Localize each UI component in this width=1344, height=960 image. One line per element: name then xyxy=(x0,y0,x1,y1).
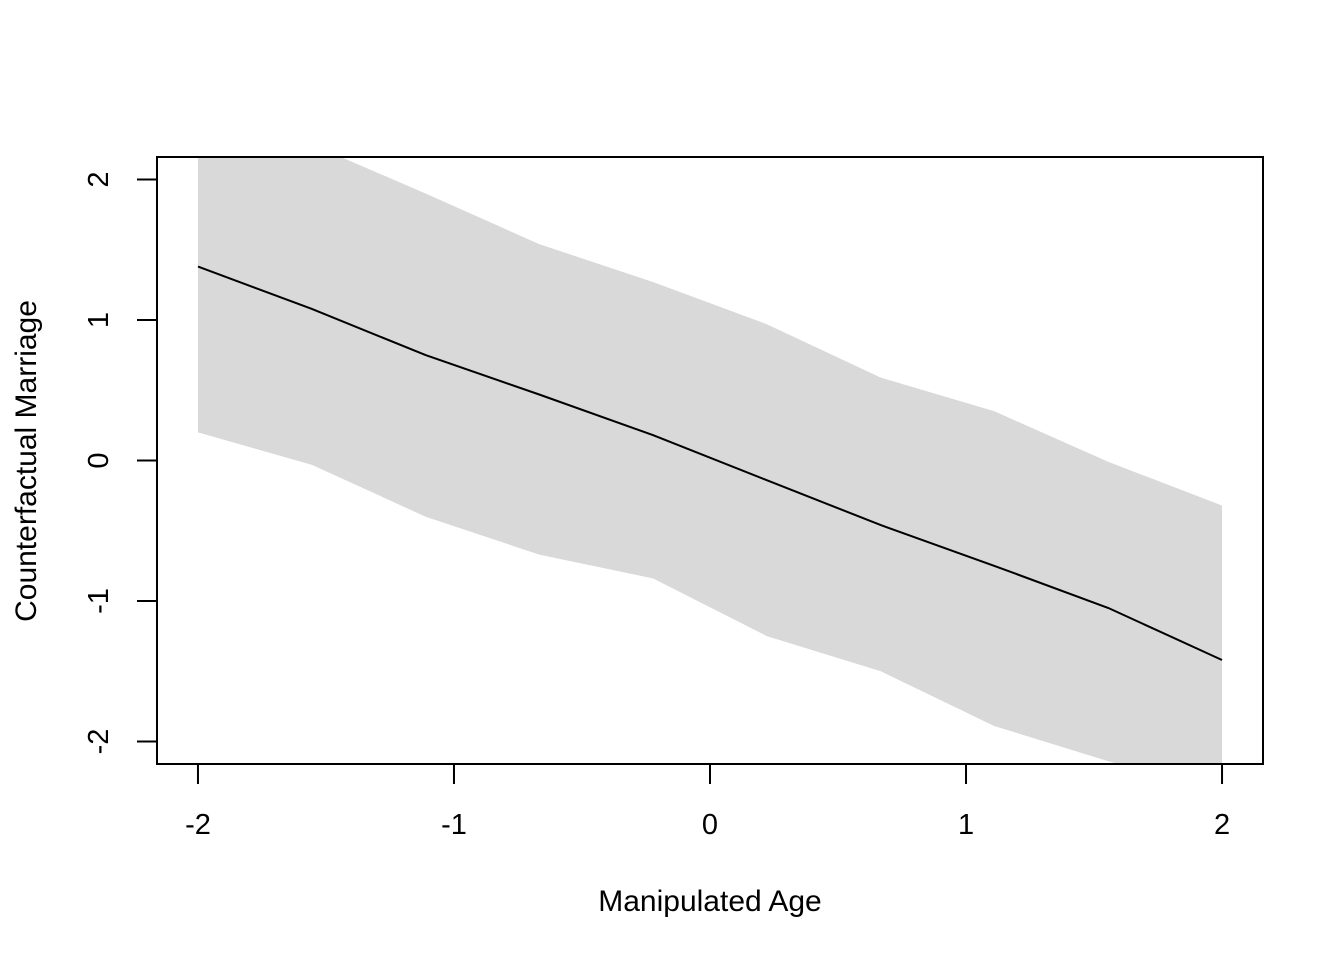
y-tick-label: 1 xyxy=(83,312,115,328)
x-axis: -2 -1 0 1 2 xyxy=(185,763,1230,841)
x-tick-label: 2 xyxy=(1214,809,1230,841)
series-line-0 xyxy=(197,265,1223,661)
x-tick-label: -1 xyxy=(441,809,467,841)
series-line-layer xyxy=(197,265,1223,661)
y-tick-label: 0 xyxy=(83,452,115,468)
y-axis-title: Counterfactual Marriage xyxy=(10,300,43,622)
x-tick-label: -2 xyxy=(185,809,211,841)
x-tick-label: 0 xyxy=(702,809,718,841)
y-tick-label: 2 xyxy=(83,171,115,187)
interval-band xyxy=(198,157,1222,764)
x-axis-title: Manipulated Age xyxy=(598,885,822,918)
y-axis: -2 -1 0 1 2 xyxy=(83,171,158,755)
x-tick-label: 1 xyxy=(958,809,974,841)
interval-band-layer xyxy=(198,157,1222,764)
y-tick-label: -1 xyxy=(83,588,115,614)
y-tick-label: -2 xyxy=(83,729,115,755)
